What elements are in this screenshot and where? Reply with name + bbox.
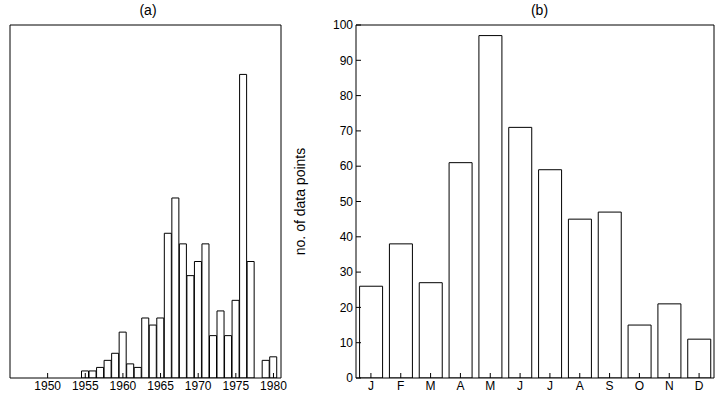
svg-text:no. of data points: no. of data points [292, 148, 308, 255]
svg-text:1980: 1980 [260, 379, 287, 393]
svg-text:1970: 1970 [185, 379, 212, 393]
svg-text:100: 100 [333, 18, 353, 32]
svg-text:1965: 1965 [147, 379, 174, 393]
svg-text:J: J [547, 379, 553, 393]
svg-text:A: A [576, 379, 584, 393]
svg-text:40: 40 [340, 230, 354, 244]
svg-text:1955: 1955 [72, 379, 99, 393]
svg-text:20: 20 [340, 301, 354, 315]
html-text:(b): (b) [530, 2, 549, 18]
svg-text:30: 30 [340, 265, 354, 279]
svg-text:D: D [695, 379, 704, 393]
svg-text:0: 0 [346, 371, 353, 385]
svg-text:S: S [606, 379, 614, 393]
html-text:(a): (a) [139, 2, 157, 18]
svg-text:80: 80 [340, 89, 354, 103]
svg-text:A: A [456, 379, 464, 393]
svg-text:1960: 1960 [110, 379, 137, 393]
svg-text:M: M [426, 379, 436, 393]
svg-text:50: 50 [340, 195, 354, 209]
svg-text:60: 60 [340, 159, 354, 173]
svg-text:O: O [635, 379, 644, 393]
svg-text:70: 70 [340, 124, 354, 138]
svg-text:M: M [485, 379, 495, 393]
svg-text:J: J [517, 379, 523, 393]
svg-text:J: J [368, 379, 374, 393]
svg-text:F: F [397, 379, 404, 393]
svg-text:10: 10 [340, 336, 354, 350]
svg-text:1950: 1950 [34, 379, 61, 393]
svg-text:90: 90 [340, 54, 354, 68]
svg-text:1975: 1975 [222, 379, 249, 393]
svg-text:N: N [665, 379, 674, 393]
